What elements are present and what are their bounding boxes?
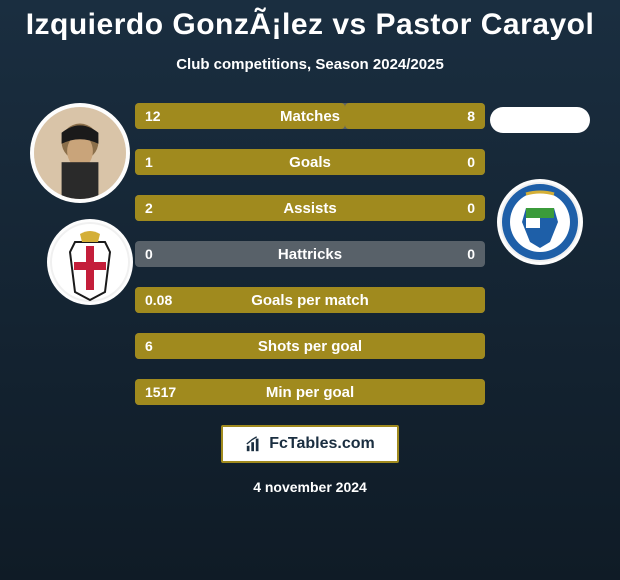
brand-prefix: Fc: [269, 435, 288, 452]
brand-suffix: .com: [337, 435, 374, 452]
chart-icon: [245, 435, 263, 453]
stat-label: Goals per match: [251, 292, 369, 309]
avatar-placeholder-icon: [34, 103, 126, 203]
content-wrapper: Izquierdo GonzÃ¡lez vs Pastor Carayol Cl…: [0, 0, 620, 580]
player-right-avatar-blank: [490, 107, 590, 133]
footer-date: 4 november 2024: [253, 479, 367, 495]
player-left-crest: [47, 219, 133, 305]
stat-row: Hattricks 0 0: [135, 241, 485, 267]
stat-value-left: 0: [145, 246, 153, 262]
player-right-crest: MALAGA C.F.: [497, 179, 583, 265]
crest-right-icon: MALAGA C.F.: [500, 182, 580, 262]
stat-value-left: 6: [145, 338, 153, 354]
brand-badge: FcTables.com: [221, 425, 399, 463]
stat-row: Goals per match 0.08: [135, 287, 485, 313]
brand-text: FcTables.com: [269, 435, 375, 453]
stat-label: Shots per goal: [258, 338, 362, 355]
stat-value-right: 0: [467, 200, 475, 216]
stat-value-right: 0: [467, 246, 475, 262]
stat-value-right: 8: [467, 108, 475, 124]
page-subtitle: Club competitions, Season 2024/2025: [176, 56, 444, 73]
stat-value-left: 1: [145, 154, 153, 170]
stat-value-left: 1517: [145, 384, 176, 400]
stat-bar-right: [345, 103, 485, 129]
stat-label: Hattricks: [278, 246, 342, 263]
stat-row: Goals 1 0: [135, 149, 485, 175]
stat-label: Min per goal: [266, 384, 354, 401]
stat-row: Min per goal 1517: [135, 379, 485, 405]
stat-value-left: 12: [145, 108, 161, 124]
stat-row: Matches 12 8: [135, 103, 485, 129]
crest-left-icon: [50, 222, 130, 302]
comparison-section: Matches128Goals10Assists20Hattricks00Goa…: [0, 103, 620, 405]
svg-text:MALAGA C.F.: MALAGA C.F.: [521, 200, 560, 206]
player-left-column: [25, 103, 135, 305]
page-title: Izquierdo GonzÃ¡lez vs Pastor Carayol: [26, 8, 595, 42]
brand-main: Tables: [288, 435, 338, 452]
stats-bars: Matches128Goals10Assists20Hattricks00Goa…: [135, 103, 485, 405]
stat-row: Shots per goal 6: [135, 333, 485, 359]
stat-value-left: 2: [145, 200, 153, 216]
stat-label: Goals: [289, 154, 331, 171]
player-left-avatar: [30, 103, 130, 203]
stat-value-right: 0: [467, 154, 475, 170]
player-right-column: MALAGA C.F.: [485, 103, 595, 265]
stat-label: Matches: [280, 108, 340, 125]
stat-value-left: 0.08: [145, 292, 172, 308]
stat-row: Assists 2 0: [135, 195, 485, 221]
stat-label: Assists: [283, 200, 336, 217]
